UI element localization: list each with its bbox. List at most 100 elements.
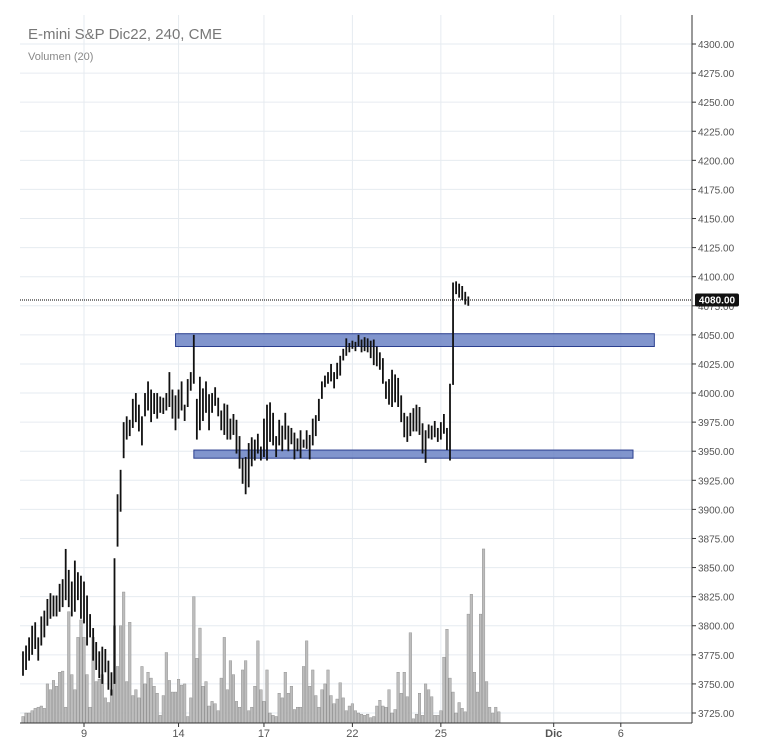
volume-bar: [58, 672, 62, 724]
last-price-tag: 4080.00: [695, 293, 739, 307]
volume-bar: [149, 677, 153, 724]
time-tick-label: 17: [258, 728, 270, 740]
volume-bar: [308, 686, 312, 724]
volume-bar: [302, 666, 306, 724]
volume-bar: [94, 681, 98, 724]
volume-bar: [161, 695, 165, 724]
volume-bar: [332, 703, 336, 724]
volume-bar: [430, 696, 434, 724]
volume-bar: [421, 715, 425, 724]
volume-bar: [155, 693, 159, 724]
volume-bar: [225, 689, 229, 724]
volume-bar: [448, 677, 452, 724]
price-zone-rectangle: [193, 449, 634, 459]
volume-bar: [186, 716, 190, 724]
volume-bar: [491, 712, 495, 724]
volume-bar: [381, 705, 385, 724]
volume-bar: [445, 629, 449, 724]
volume-bar: [396, 672, 400, 724]
volume-bar: [30, 710, 34, 724]
last-price-tag-background: [695, 293, 739, 307]
volume-bar: [457, 702, 461, 724]
volume-bar: [79, 619, 83, 724]
time-tick-label: 9: [81, 728, 87, 740]
volume-bar: [198, 627, 202, 724]
volume-series: [21, 548, 501, 724]
price-tick-label: 3900.00: [698, 505, 735, 516]
volume-bar: [317, 706, 321, 724]
volume-bar: [378, 700, 382, 724]
volume-bar: [42, 708, 46, 724]
volume-bar: [414, 713, 418, 724]
volume-bar: [259, 689, 263, 724]
price-tick-label: 4125.00: [698, 244, 735, 255]
volume-bar: [152, 686, 156, 724]
volume-bar: [222, 637, 226, 724]
volume-bar: [283, 672, 287, 724]
volume-bar: [497, 711, 501, 724]
volume-bar: [146, 672, 150, 724]
price-tick-label: 4100.00: [698, 273, 735, 284]
volume-bar: [485, 681, 489, 724]
price-tick-label: 4150.00: [698, 215, 735, 226]
volume-bar: [296, 706, 300, 724]
volume-bar: [48, 689, 52, 724]
time-tick-label: 25: [435, 728, 447, 740]
volume-bar: [131, 695, 135, 724]
volume-bar: [70, 674, 74, 724]
price-tick-label: 4200.00: [698, 156, 735, 167]
volume-bar: [405, 696, 409, 724]
volume-bar: [387, 689, 391, 724]
volume-bar: [335, 698, 339, 724]
volume-bar: [393, 709, 397, 724]
volume-bar: [82, 637, 86, 724]
volume-bar: [402, 672, 406, 724]
volume-bar: [189, 697, 193, 724]
volume-bar: [384, 706, 388, 724]
volume-bar: [314, 695, 318, 724]
volume-bar: [418, 693, 422, 724]
volume-bar: [177, 679, 181, 724]
volume-bar: [61, 670, 65, 724]
volume-bar: [363, 715, 367, 724]
volume-bar: [219, 677, 223, 724]
time-tick-label: 6: [618, 728, 624, 740]
volume-bar: [427, 689, 431, 724]
volume-bar: [170, 691, 174, 724]
volume-bar: [411, 718, 415, 724]
volume-bar: [173, 691, 177, 724]
volume-bar: [338, 682, 342, 724]
price-tick-label: 3825.00: [698, 593, 735, 604]
volume-bar: [119, 625, 123, 724]
volume-bar: [39, 705, 43, 724]
volume-bar: [256, 640, 260, 724]
time-tick-label: 14: [172, 728, 184, 740]
volume-bar: [180, 684, 184, 724]
volume-bar: [286, 693, 290, 724]
price-tick-label: 4250.00: [698, 98, 735, 109]
volume-bar: [88, 706, 92, 724]
price-tick-label: 3925.00: [698, 476, 735, 487]
support-resistance-zones[interactable]: [175, 333, 655, 459]
last-price-label: 4080.00: [699, 295, 736, 306]
volume-bar: [213, 703, 217, 724]
volume-bar: [469, 594, 473, 724]
price-axis[interactable]: 4300.00 4275.00 4250.00 4225.00 4200.00 4175.…: [692, 40, 735, 720]
volume-bar: [128, 622, 132, 724]
volume-bar: [250, 706, 254, 724]
price-series: [22, 281, 470, 696]
time-axis[interactable]: 9 14 17 22 25 Dic 6: [81, 723, 624, 740]
volume-bar: [231, 674, 235, 724]
volume-bar: [158, 715, 162, 724]
volume-bar: [280, 697, 284, 724]
volume-bar: [262, 701, 266, 724]
volume-bar: [21, 716, 25, 724]
volume-bar: [360, 713, 364, 724]
volume-bar: [372, 716, 376, 724]
volume-bar: [234, 701, 238, 724]
price-tick-label: 4050.00: [698, 331, 735, 342]
price-tick-label: 4175.00: [698, 185, 735, 196]
volume-bar: [454, 712, 458, 724]
